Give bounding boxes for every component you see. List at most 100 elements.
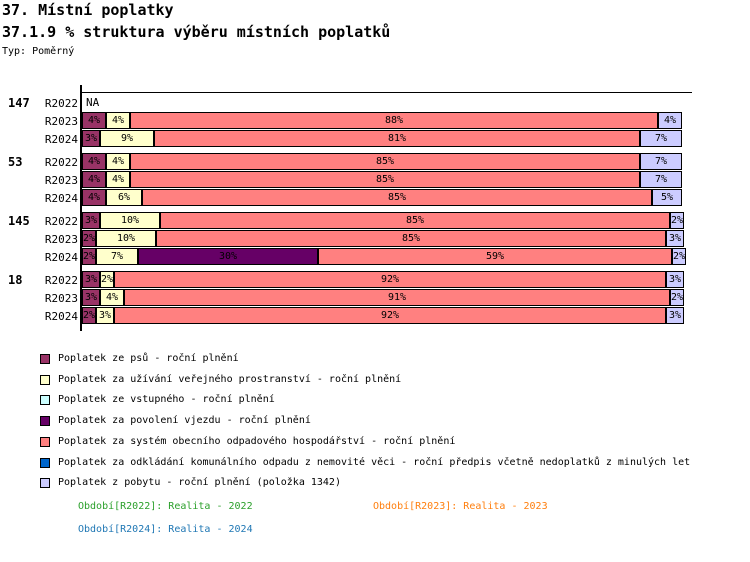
period-row-label: R2024 — [44, 251, 78, 264]
bar-segment-odpad-system: 85% — [160, 212, 670, 229]
period-definition-label: Období[R2023]: Realita - 2023 — [373, 501, 548, 512]
plot-top-gridline — [80, 92, 692, 93]
bar-segment-pobyt: 4% — [658, 112, 682, 129]
bar-segment-odpad-system: 59% — [318, 248, 673, 265]
bar-segment-prostranstvi: 10% — [96, 230, 157, 247]
segment-value-label: 92% — [381, 274, 400, 285]
bar-segment-psi: 4% — [82, 171, 106, 188]
legend-swatch-prostranstvi — [40, 375, 50, 385]
group-label: 145 — [8, 214, 30, 228]
segment-value-label: 10% — [117, 233, 136, 244]
segment-value-label: 3% — [669, 233, 682, 244]
bar-segment-odpad-system: 85% — [142, 189, 652, 206]
segment-value-label: 85% — [387, 192, 407, 203]
segment-value-label: 4% — [663, 115, 677, 126]
bar-segment-psi: 2% — [82, 307, 97, 324]
chart-title: 37.1.9 % struktura výběru místních popla… — [2, 23, 391, 41]
segment-value-label: 4% — [105, 292, 119, 303]
segment-value-label: 2% — [673, 251, 686, 262]
segment-value-label: 4% — [87, 192, 101, 203]
period-row-label: R2022 — [44, 97, 78, 110]
bar-segment-psi: 2% — [82, 248, 97, 265]
bar-row: 4% 4% 85% 7% — [82, 171, 682, 188]
segment-value-label: 85% — [375, 156, 395, 167]
segment-value-label: 91% — [387, 292, 407, 303]
bar-segment-odpad-system: 92% — [114, 307, 667, 324]
bar-segment-pobyt: 7% — [640, 153, 682, 170]
segment-value-label: 92% — [381, 310, 400, 321]
group-label: 18 — [8, 273, 23, 287]
segment-value-label: 3% — [84, 133, 98, 144]
segment-value-label: 81% — [387, 133, 407, 144]
bar-segment-pobyt: 2% — [672, 248, 687, 265]
segment-value-label: 4% — [111, 115, 125, 126]
bar-row: 3% 9% 81% 7% — [82, 130, 682, 147]
bar-segment-psi: 4% — [82, 189, 106, 206]
bar-segment-prostranstvi: 10% — [100, 212, 160, 229]
bar-segment-psi: 3% — [82, 271, 100, 288]
segment-value-label: 2% — [101, 274, 114, 285]
segment-value-label: 2% — [671, 292, 684, 303]
bar-segment-pobyt: 3% — [666, 307, 685, 324]
legend-label: Poplatek ze vstupného - roční plnění — [58, 394, 275, 405]
bar-row: 3% 10% 85% 2% — [82, 212, 685, 229]
segment-value-label: 4% — [87, 156, 101, 167]
bar-segment-pobyt: 2% — [670, 212, 685, 229]
bar-segment-pobyt: 3% — [666, 271, 685, 288]
bar-segment-odpad-system: 85% — [130, 153, 640, 170]
bar-segment-prostranstvi: 4% — [100, 289, 124, 306]
period-row-label: R2023 — [44, 115, 78, 128]
bar-segment-prostranstvi: 6% — [106, 189, 142, 206]
bar-segment-prostranstvi: 2% — [100, 271, 115, 288]
period-row-label: R2023 — [44, 174, 78, 187]
period-definition-label: Období[R2022]: Realita - 2022 — [78, 501, 253, 512]
segment-value-label: 7% — [111, 251, 124, 262]
chart-type-label: Typ: Poměrný — [2, 46, 75, 57]
segment-value-label: 7% — [654, 156, 668, 167]
legend-swatch-psi — [40, 354, 50, 364]
bar-segment-odpad-system: 81% — [154, 130, 640, 147]
bar-segment-psi: 2% — [82, 230, 97, 247]
segment-value-label: 88% — [384, 115, 404, 126]
bar-segment-psi: 4% — [82, 112, 106, 129]
bar-row: 4% 4% 88% 4% — [82, 112, 682, 129]
bar-segment-odpad-system: 85% — [156, 230, 667, 247]
legend-label: Poplatek ze psů - roční plnění — [58, 353, 239, 364]
bar-segment-odpad-system: 88% — [130, 112, 658, 129]
bar-segment-prostranstvi: 4% — [106, 153, 130, 170]
legend-label: Poplatek za užívání veřejného prostranst… — [58, 374, 402, 385]
period-row-label: R2024 — [44, 192, 78, 205]
legend-label: Poplatek za povolení vjezdu - roční plně… — [58, 415, 311, 426]
segment-value-label: 7% — [654, 174, 668, 185]
bar-segment-pobyt: 5% — [652, 189, 682, 206]
legend-swatch-pobyt — [40, 478, 50, 488]
period-row-label: R2024 — [44, 310, 78, 323]
period-row-label: R2022 — [44, 156, 78, 169]
segment-value-label: 85% — [405, 215, 425, 226]
bar-segment-psi: 3% — [82, 212, 100, 229]
period-row-label: R2022 — [44, 215, 78, 228]
segment-value-label: 3% — [669, 310, 682, 321]
bar-row: 3% 2% 92% 3% — [82, 271, 685, 288]
bar-segment-odpad-system: 85% — [130, 171, 640, 188]
segment-value-label: 3% — [84, 215, 98, 226]
segment-value-label: 3% — [99, 310, 112, 321]
bar-row: 3% 4% 91% 2% — [82, 289, 685, 306]
bar-segment-odpad-system: 92% — [114, 271, 667, 288]
segment-value-label: 2% — [83, 233, 96, 244]
bar-segment-odpad-system: 91% — [124, 289, 670, 306]
legend-label: Poplatek za odkládání komunálního odpadu… — [58, 457, 691, 468]
segment-value-label: 9% — [120, 133, 134, 144]
bar-segment-pobyt: 3% — [666, 230, 685, 247]
na-value-label: NA — [86, 96, 100, 109]
segment-value-label: 4% — [87, 115, 101, 126]
period-definition-label: Období[R2024]: Realita - 2024 — [78, 524, 253, 535]
segment-value-label: 85% — [375, 174, 395, 185]
legend-swatch-vjezd — [40, 416, 50, 426]
bar-segment-prostranstvi: 7% — [96, 248, 139, 265]
segment-value-label: 85% — [402, 233, 421, 244]
segment-value-label: 10% — [120, 215, 140, 226]
segment-value-label: 3% — [669, 274, 682, 285]
bar-segment-vjezd: 30% — [138, 248, 319, 265]
